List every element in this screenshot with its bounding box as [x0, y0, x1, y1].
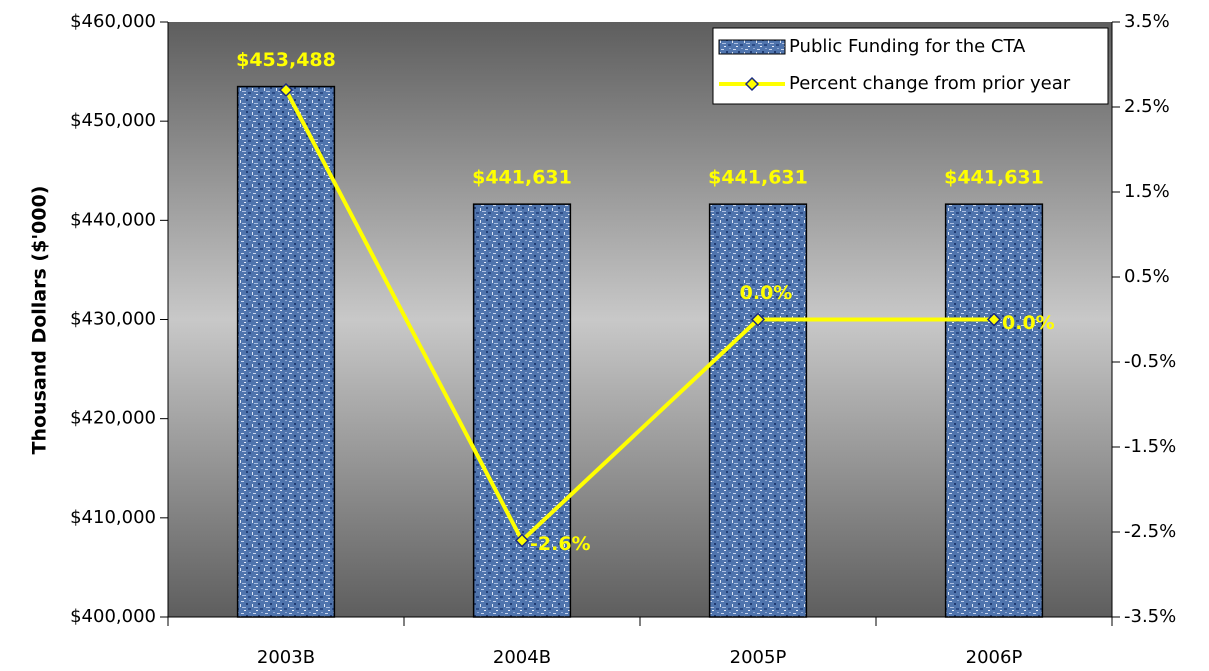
legend-label: Public Funding for the CTA	[789, 36, 1026, 57]
bar	[944, 203, 1044, 618]
x-tick-label: 2005P	[730, 647, 787, 668]
legend-label: Percent change from prior year	[789, 73, 1071, 94]
y-tick-label: $440,000	[70, 209, 156, 230]
y2-tick-label: -0.5%	[1124, 351, 1176, 372]
y-tick-label: $420,000	[70, 408, 156, 429]
y2-tick-label: 3.5%	[1124, 11, 1170, 32]
y-tick-label: $410,000	[70, 507, 156, 528]
marker	[986, 312, 1002, 327]
y2-tick-label: 0.5%	[1124, 266, 1170, 287]
line-value-label: 0.0%	[1002, 312, 1055, 334]
bar	[472, 203, 572, 618]
y-tick-label: $460,000	[70, 11, 156, 32]
y2-tick-label: 1.5%	[1124, 181, 1170, 202]
y2-tick-label: 2.5%	[1124, 96, 1170, 117]
bar-value-label: $453,488	[236, 49, 336, 71]
bar	[708, 203, 808, 618]
y-axis-title: Thousand Dollars ($'000)	[29, 186, 51, 455]
marker	[514, 533, 530, 548]
bar	[236, 85, 336, 618]
marker	[278, 82, 294, 98]
bar-value-label: $441,631	[944, 167, 1044, 189]
legend-swatch	[718, 39, 786, 55]
y2-tick-label: -2.5%	[1124, 521, 1176, 542]
y-tick-label: $400,000	[70, 606, 156, 627]
y2-tick-label: -1.5%	[1124, 436, 1176, 457]
line-value-label: -2.6%	[530, 533, 591, 555]
legend-marker	[744, 76, 760, 92]
marker	[750, 312, 766, 327]
line-value-label: 0.0%	[740, 282, 793, 304]
y-tick-label: $430,000	[70, 309, 156, 330]
y-tick-label: $450,000	[70, 110, 156, 131]
x-tick-label: 2003B	[257, 647, 315, 668]
bar-value-label: $441,631	[472, 167, 572, 189]
bar-value-label: $441,631	[708, 167, 808, 189]
y2-tick-label: -3.5%	[1124, 606, 1176, 627]
x-tick-label: 2006P	[966, 647, 1023, 668]
x-tick-label: 2004B	[493, 647, 551, 668]
line	[284, 89, 994, 544]
